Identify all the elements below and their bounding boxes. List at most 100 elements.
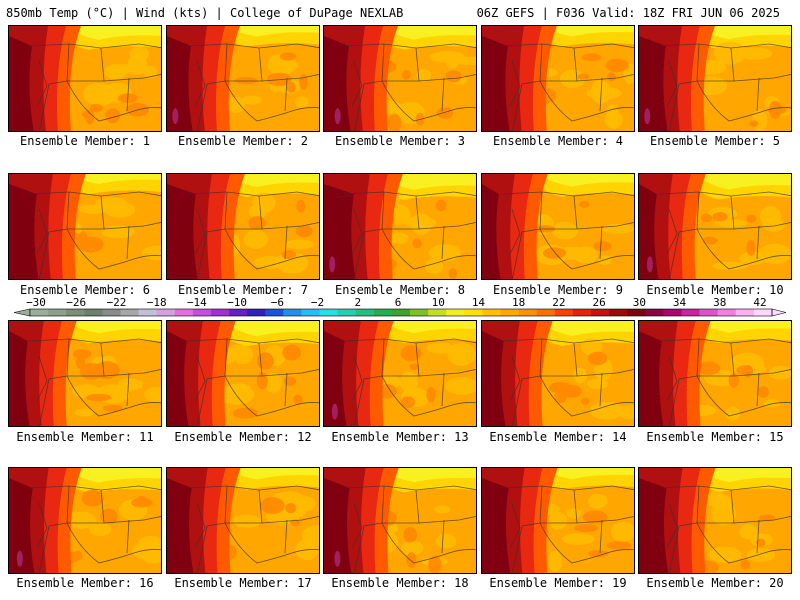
colorbar-tick-label: 6: [395, 296, 402, 309]
ensemble-member-map: [481, 173, 635, 280]
colorbar-swatch: [410, 309, 429, 316]
colorbar-swatch: [464, 309, 483, 316]
colorbar-tick-label: 30: [633, 296, 646, 309]
colorbar-swatch: [138, 309, 157, 316]
temperature-field: [482, 26, 634, 131]
ensemble-member-map: [481, 320, 635, 427]
colorbar-swatch: [373, 309, 393, 316]
colorbar-swatch: [210, 309, 230, 316]
colorbar-swatch: [156, 309, 176, 316]
ensemble-member-map: [8, 320, 162, 427]
colorbar-tick-label: 22: [552, 296, 565, 309]
ensemble-member-label: Ensemble Member: 7: [177, 283, 309, 297]
ensemble-member-label: Ensemble Member: 12: [174, 430, 312, 444]
colorbar-swatch: [645, 309, 664, 316]
colorbar-swatch: [247, 309, 266, 316]
colorbar-swatch: [663, 309, 682, 316]
colorbar-swatch: [627, 309, 646, 316]
colorbar-tick-label: −22: [107, 296, 127, 309]
colorbar-tick-label: 42: [753, 296, 766, 309]
ensemble-member-map: [638, 25, 792, 132]
temperature-field: [9, 321, 161, 426]
temperature-field: [167, 26, 319, 131]
colorbar-tick-label: 34: [673, 296, 687, 309]
colorbar-tick-label: −6: [271, 296, 284, 309]
colorbar-tick-label: −30: [26, 296, 46, 309]
temperature-field: [167, 321, 319, 426]
ensemble-member-label: Ensemble Member: 14: [489, 430, 627, 444]
ensemble-member-label: Ensemble Member: 6: [19, 283, 151, 297]
temperature-field: [482, 468, 634, 573]
ensemble-member-label: Ensemble Member: 11: [16, 430, 154, 444]
ensemble-member-map: [8, 173, 162, 280]
colorbar-tick-label: 10: [432, 296, 445, 309]
model-run-info: 06Z GEFS | F036 Valid: 18Z FRI JUN 06 20…: [476, 6, 780, 20]
temperature-colorbar: −30 −26 −22 −18 −14 −10 −6 −2 2 6 10 14 18 22 26 30 34 38…: [13, 296, 787, 317]
colorbar-tick-label: 14: [472, 296, 486, 309]
colorbar-swatch: [66, 309, 85, 316]
temperature-field: [167, 468, 319, 573]
colorbar-swatch: [283, 309, 302, 316]
colorbar-swatch: [518, 309, 538, 316]
temperature-field: [9, 174, 161, 279]
colorbar-tick-label: −26: [66, 296, 86, 309]
ensemble-member-label: Ensemble Member: 18: [331, 576, 469, 590]
ensemble-member-map: [166, 320, 320, 427]
ensemble-member-map: [166, 25, 320, 132]
ensemble-member-map: [638, 173, 792, 280]
ensemble-member-label: Ensemble Member: 9: [492, 283, 624, 297]
ensemble-member-label: Ensemble Member: 15: [646, 430, 784, 444]
colorbar-swatch: [482, 309, 501, 316]
ensemble-member-map: [323, 25, 477, 132]
colorbar-swatch: [500, 309, 519, 316]
temperature-field: [9, 468, 161, 573]
ensemble-member-label: Ensemble Member: 4: [492, 134, 624, 148]
colorbar-swatch: [84, 309, 103, 316]
colorbar-swatch: [536, 309, 556, 316]
colorbar-tick-label: 26: [592, 296, 605, 309]
colorbar-swatch: [717, 309, 737, 316]
colorbar-swatch: [265, 309, 284, 316]
ensemble-member-label: Ensemble Member: 20: [646, 576, 784, 590]
colorbar-swatch: [446, 309, 465, 316]
colorbar-swatch: [735, 309, 755, 316]
ensemble-member-map: [638, 320, 792, 427]
ensemble-member-map: [638, 467, 792, 574]
colorbar-tick-label: 18: [512, 296, 525, 309]
ensemble-member-label: Ensemble Member: 16: [16, 576, 154, 590]
colorbar-tick-label: −14: [187, 296, 207, 309]
colorbar-swatch: [301, 309, 320, 316]
ensemble-member-label: Ensemble Member: 17: [174, 576, 312, 590]
colorbar-swatch: [30, 309, 49, 316]
ensemble-member-map: [481, 25, 635, 132]
colorbar-swatch: [120, 309, 139, 316]
colorbar-swatch: [681, 309, 700, 316]
ensemble-member-label: Ensemble Member: 3: [334, 134, 466, 148]
ensemble-member-label: Ensemble Member: 8: [334, 283, 466, 297]
ensemble-member-map: [481, 467, 635, 574]
ensemble-member-map: [323, 173, 477, 280]
ensemble-member-map: [323, 320, 477, 427]
colorbar-swatch: [609, 309, 628, 316]
ensemble-member-label: Ensemble Member: 2: [177, 134, 309, 148]
colorbar-tick-label: 38: [713, 296, 726, 309]
ensemble-member-label: Ensemble Member: 10: [646, 283, 784, 297]
temperature-field: [639, 26, 791, 131]
ensemble-member-label: Ensemble Member: 1: [19, 134, 151, 148]
colorbar-swatch: [337, 309, 357, 316]
temperature-field: [324, 321, 476, 426]
temperature-field: [482, 174, 634, 279]
temperature-field: [639, 321, 791, 426]
colorbar-swatch: [391, 309, 411, 316]
temperature-field: [324, 468, 476, 573]
colorbar-tick-label: −18: [147, 296, 167, 309]
temperature-field: [639, 468, 791, 573]
map-title: 850mb Temp (°C) | Wind (kts) | College o…: [6, 6, 404, 20]
colorbar-swatch: [554, 309, 574, 316]
temperature-field: [324, 26, 476, 131]
ensemble-member-label: Ensemble Member: 13: [331, 430, 469, 444]
colorbar-swatch: [753, 309, 773, 316]
temperature-field: [482, 321, 634, 426]
colorbar-swatch: [319, 309, 338, 316]
colorbar-swatch: [572, 309, 592, 316]
